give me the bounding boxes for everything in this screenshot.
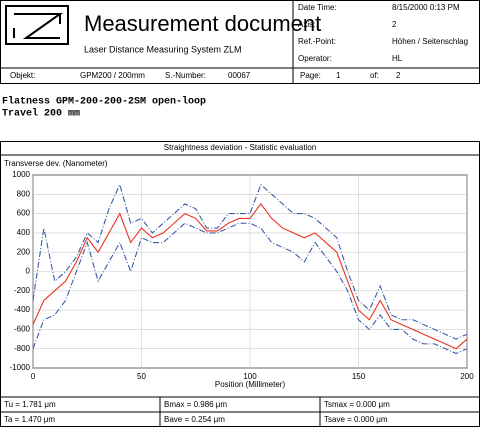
value: HL	[392, 54, 403, 63]
x-axis-label: Position (Millimeter)	[215, 380, 286, 389]
x-tick-label: 100	[243, 372, 257, 381]
label: Operator:	[298, 54, 332, 63]
y-tick-label: 0	[26, 267, 31, 276]
chart-title: Straightness deviation - Statistic evalu…	[164, 143, 317, 152]
stat: Tsmax = 0.000 μm	[324, 400, 390, 409]
value: 1	[336, 71, 341, 80]
value: 00067	[228, 71, 251, 80]
y-tick-label: -800	[14, 344, 31, 353]
label: Ref.-Point:	[298, 37, 336, 46]
label: Axis:	[298, 20, 315, 29]
description: Flatness GPM-200-200-2SM open-loop	[2, 96, 206, 108]
value: 2	[396, 71, 401, 80]
label: Date Time:	[298, 3, 337, 12]
y-tick-label: -600	[14, 325, 31, 334]
x-tick-label: 0	[31, 372, 36, 381]
value: 2	[392, 20, 397, 29]
y-axis-label: Transverse dev. (Nanometer)	[4, 159, 108, 168]
x-tick-label: 200	[460, 372, 474, 381]
y-tick-label: 800	[17, 189, 31, 198]
logo	[5, 5, 69, 45]
label: Objekt:	[10, 71, 35, 80]
description: Travel 200 mm	[2, 108, 80, 120]
value: Höhen / Seitenschlag	[392, 37, 468, 46]
doc-title: Measurement document	[84, 11, 321, 36]
doc-subtitle: Laser Distance Measuring System ZLM	[84, 44, 242, 54]
y-tick-label: -200	[14, 286, 31, 295]
value: GPM200 / 200mm	[80, 71, 145, 80]
label: S.-Number:	[165, 71, 206, 80]
value: 8/15/2000 0:13 PM	[392, 3, 460, 12]
y-tick-label: 200	[17, 247, 31, 256]
series-line	[32, 203, 468, 350]
stat: Bmax = 0.986 μm	[164, 400, 227, 409]
x-tick-label: 150	[352, 372, 366, 381]
series-line	[32, 222, 468, 355]
label: of:	[370, 71, 379, 80]
y-tick-label: 600	[17, 209, 31, 218]
stat: Ta = 1.470 μm	[4, 415, 55, 424]
y-tick-label: -1000	[10, 363, 31, 372]
x-tick-label: 50	[137, 372, 146, 381]
stat: Tu = 1.781 μm	[4, 400, 56, 409]
y-tick-label: 1000	[12, 170, 30, 179]
stat: Bave = 0.254 μm	[164, 415, 225, 424]
label: Page:	[300, 71, 321, 80]
y-tick-label: -400	[14, 305, 31, 314]
series-line	[32, 183, 468, 340]
y-tick-label: 400	[17, 228, 31, 237]
stat: Tsave = 0.000 μm	[324, 415, 388, 424]
